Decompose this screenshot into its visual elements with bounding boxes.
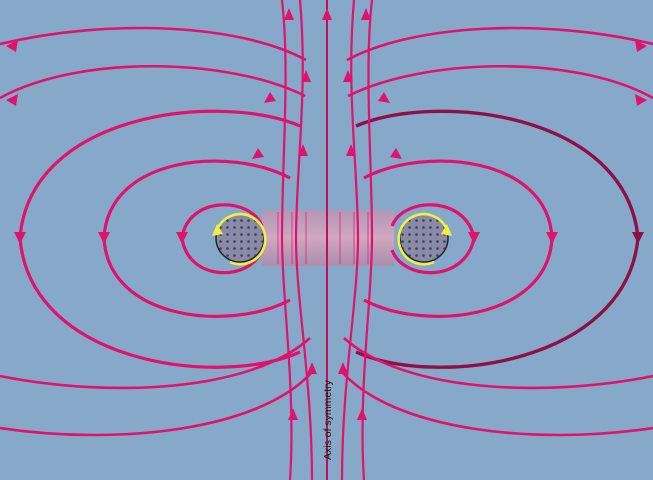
field-direction-arrow-icon (346, 144, 356, 156)
field-direction-arrows-top (252, 8, 402, 159)
field-line (361, 0, 374, 480)
field-line (0, 337, 311, 390)
field-line (343, 337, 653, 390)
right-outer-field-lines (341, 26, 653, 437)
circulation-arrowhead (212, 224, 223, 236)
field-line (0, 26, 307, 62)
circulation-arrow-icon (215, 212, 267, 266)
field-direction-arrow-icon (468, 232, 480, 244)
field-direction-arrow-icon (6, 94, 18, 106)
field-direction-arrow-icon (98, 232, 110, 244)
field-direction-arrow-icon (284, 8, 294, 20)
field-direction-arrow-icon (298, 144, 308, 156)
left-coil-cross-section-icon (212, 212, 267, 266)
field-direction-arrow-icon (6, 40, 18, 52)
field-line (0, 64, 306, 100)
field-direction-arrow-icon (343, 70, 353, 82)
field-direction-arrows-bottom (288, 362, 367, 420)
field-direction-arrow-icon (378, 92, 390, 103)
circulation-arrowhead (441, 224, 452, 236)
field-direction-arrow-icon (361, 8, 371, 20)
circulation-arrow-icon (397, 212, 449, 266)
field-direction-arrow-icon (322, 8, 332, 20)
field-direction-arrow-icon (307, 362, 317, 374)
field-direction-arrows-edges (6, 40, 647, 106)
field-direction-arrow-icon (390, 148, 402, 159)
field-direction-arrow-icon (264, 92, 276, 103)
field-direction-arrow-icon (338, 362, 348, 374)
field-direction-arrow-icon (635, 94, 647, 106)
left-outer-field-lines (0, 26, 313, 437)
right-coil-cross-section-icon (397, 212, 452, 266)
field-line (346, 26, 653, 62)
tube-field-lines (277, 212, 369, 264)
field-direction-arrow-icon (632, 232, 644, 244)
field-direction-arrow-icon (301, 70, 311, 82)
field-direction-arrow-icon (546, 232, 558, 244)
field-line (347, 64, 653, 100)
field-line (0, 371, 313, 437)
field-direction-arrow-icon (252, 148, 264, 159)
field-direction-arrow-icon (635, 40, 647, 52)
field-line (280, 0, 293, 480)
field-direction-arrows-side (14, 232, 558, 244)
field-direction-arrow-icon (14, 232, 26, 244)
field-direction-arrow-icon (176, 232, 188, 244)
field-direction-arrow-icon (288, 408, 298, 420)
axis-label: Axis of symmetry (322, 379, 334, 460)
field-direction-arrow-icon (357, 408, 367, 420)
field-line (341, 371, 653, 437)
